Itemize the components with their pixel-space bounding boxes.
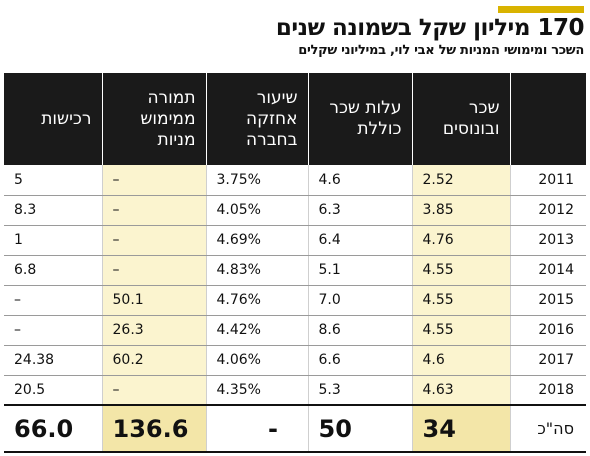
table-body: 2011 2.52 4.6 3.75% –5 2012 3.85 6.3 4.05% –8.3 20… <box>4 165 586 453</box>
cell-holding-pct: 4.83% <box>205 255 308 286</box>
cell-salary-bonus: 4.55 <box>411 315 510 346</box>
cell-year: 2012 <box>509 195 586 226</box>
cell-exercise: 60.2 <box>101 345 206 376</box>
cell-holding-pct: 4.05% <box>205 195 308 226</box>
cell-total-cost: 5.1 <box>307 255 412 286</box>
cell-salary-bonus: 4.63 <box>411 375 510 406</box>
cell-salary-bonus: 4.6 <box>411 345 510 376</box>
total-cell-year: סה"כ <box>509 404 586 453</box>
table-row: 2017 4.6 6.6 4.06% 60.2 24.38 <box>4 345 586 376</box>
total-cell-acquisitions: 66.0 <box>4 404 102 453</box>
total-cell-salary-bonus: 34 <box>411 404 510 453</box>
cell-exercise: 26.3 <box>101 315 206 346</box>
cell-total-cost: 6.4 <box>307 225 412 256</box>
cell-exercise: – <box>101 165 206 196</box>
chart-subtitle: השכר ומימושי המניות של אבי לוי, במיליוני… <box>298 43 584 58</box>
cell-salary-bonus: 2.52 <box>411 165 510 196</box>
cell-holding-pct: 4.35% <box>205 375 308 406</box>
table-row: 2014 4.55 5.1 4.83% –6.8 <box>4 255 586 286</box>
cell-total-cost: 5.3 <box>307 375 412 406</box>
header-exercise: תמורה ממימוש מניות <box>101 73 206 165</box>
header-holding-pct: שיעור אחזקה בחברה <box>205 73 308 165</box>
cell-holding-pct: 4.69% <box>205 225 308 256</box>
cell-total-cost: 8.6 <box>307 315 412 346</box>
total-cell-holding-pct: - <box>205 404 308 453</box>
header-total-cost: עלות שכר כוללת <box>307 73 412 165</box>
header-acquisitions: רכישות <box>4 73 102 165</box>
cell-acquisitions: 8.3 <box>4 195 102 226</box>
table-row: 2011 2.52 4.6 3.75% –5 <box>4 165 586 196</box>
table-row: 2015 4.55 7.0 4.76% 50.1– <box>4 285 586 316</box>
cell-year: 2018 <box>509 375 586 406</box>
cell-salary-bonus: 3.85 <box>411 195 510 226</box>
cell-acquisitions: – <box>4 315 102 346</box>
table-row: 2016 4.55 8.6 4.42% 26.3– <box>4 315 586 346</box>
data-table: שכר ובונוסים עלות שכר כוללת שיעור אחזקה … <box>4 73 586 453</box>
cell-salary-bonus: 4.55 <box>411 255 510 286</box>
total-cell-total-cost: 50 <box>307 404 412 453</box>
cell-total-cost: 6.3 <box>307 195 412 226</box>
cell-acquisitions: 20.5 <box>4 375 102 406</box>
cell-year: 2016 <box>509 315 586 346</box>
table-row: 2018 4.63 5.3 4.35% –20.5 <box>4 375 586 406</box>
cell-exercise: – <box>101 375 206 406</box>
cell-holding-pct: 4.76% <box>205 285 308 316</box>
table-row: 2013 4.76 6.4 4.69% –1 <box>4 225 586 256</box>
cell-acquisitions: 24.38 <box>4 345 102 376</box>
cell-year: 2017 <box>509 345 586 376</box>
cell-year: 2015 <box>509 285 586 316</box>
cell-acquisitions: – <box>4 285 102 316</box>
cell-acquisitions: 5 <box>4 165 102 196</box>
accent-bar <box>498 6 584 13</box>
header-row: שכר ובונוסים עלות שכר כוללת שיעור אחזקה … <box>4 73 586 165</box>
cell-exercise: – <box>101 225 206 256</box>
chart-title: 170 מיליון שקל בשמונה שנים <box>275 15 585 41</box>
cell-acquisitions: 1 <box>4 225 102 256</box>
cell-salary-bonus: 4.76 <box>411 225 510 256</box>
cell-salary-bonus: 4.55 <box>411 285 510 316</box>
total-row: סה"כ 34 50-136.6 66.0 <box>4 404 586 453</box>
cell-year: 2011 <box>509 165 586 196</box>
cell-year: 2014 <box>509 255 586 286</box>
cell-holding-pct: 4.06% <box>205 345 308 376</box>
total-cell-exercise: 136.6 <box>101 404 206 453</box>
cell-acquisitions: 6.8 <box>4 255 102 286</box>
cell-exercise: – <box>101 255 206 286</box>
cell-exercise: – <box>101 195 206 226</box>
cell-holding-pct: 3.75% <box>205 165 308 196</box>
cell-year: 2013 <box>509 225 586 256</box>
cell-exercise: 50.1 <box>101 285 206 316</box>
cell-total-cost: 7.0 <box>307 285 412 316</box>
header-year <box>509 73 586 165</box>
cell-total-cost: 6.6 <box>307 345 412 376</box>
cell-holding-pct: 4.42% <box>205 315 308 346</box>
header-salary-bonus: שכר ובונוסים <box>411 73 510 165</box>
cell-total-cost: 4.6 <box>307 165 412 196</box>
table-row: 2012 3.85 6.3 4.05% –8.3 <box>4 195 586 226</box>
